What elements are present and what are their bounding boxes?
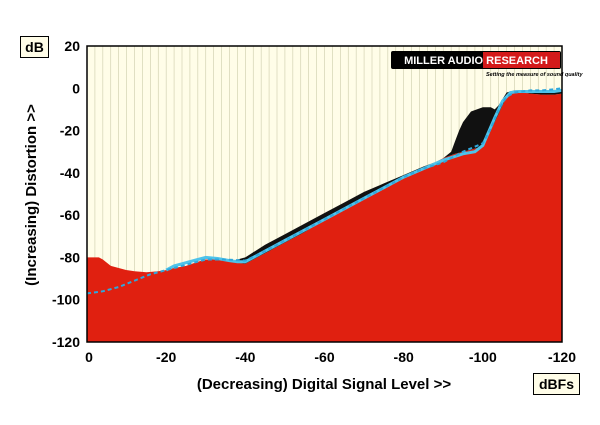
x-axis-ticks: 0 -20 -40 -60 -80 -100 -120 (85, 349, 576, 365)
y-tick-label: -80 (60, 249, 80, 265)
logo-tagline: Setting the measure of sound quality (486, 72, 584, 78)
x-tick-label: -80 (394, 349, 414, 365)
y-tick-label: -60 (60, 207, 80, 223)
x-tick-label: -100 (469, 349, 497, 365)
x-tick-label: 0 (85, 349, 93, 365)
y-tick-label: -40 (60, 165, 80, 181)
logo-text: MILLER AUDIO RESEARCH (404, 55, 548, 67)
y-tick-label: -20 (60, 123, 80, 139)
x-axis-label: (Decreasing) Digital Signal Level >> (197, 376, 451, 393)
black-distortion-band (237, 89, 562, 264)
y-axis-ticks: 20 0 -20 -40 -60 -80 -100 -120 (52, 38, 80, 350)
y-tick-label: -120 (52, 334, 80, 350)
x-tick-label: -120 (548, 349, 576, 365)
y-tick-label: 20 (64, 38, 80, 54)
x-tick-label: -40 (235, 349, 255, 365)
cyan-dashed-distortion-line (87, 87, 562, 295)
y-axis-label: (Increasing) Distortion >> (23, 104, 40, 286)
logo: MILLER AUDIO RESEARCH Setting the measur… (391, 51, 584, 78)
y-unit-box: dB (20, 36, 49, 58)
y-tick-label: -100 (52, 292, 80, 308)
x-tick-label: -60 (314, 349, 334, 365)
red-distortion-area (87, 92, 562, 342)
x-unit-box: dBFs (533, 373, 580, 395)
logo-red-block (483, 52, 560, 68)
plot-frame (86, 45, 563, 343)
y-tick-label: 0 (72, 80, 80, 96)
x-tick-label: -20 (156, 349, 176, 365)
